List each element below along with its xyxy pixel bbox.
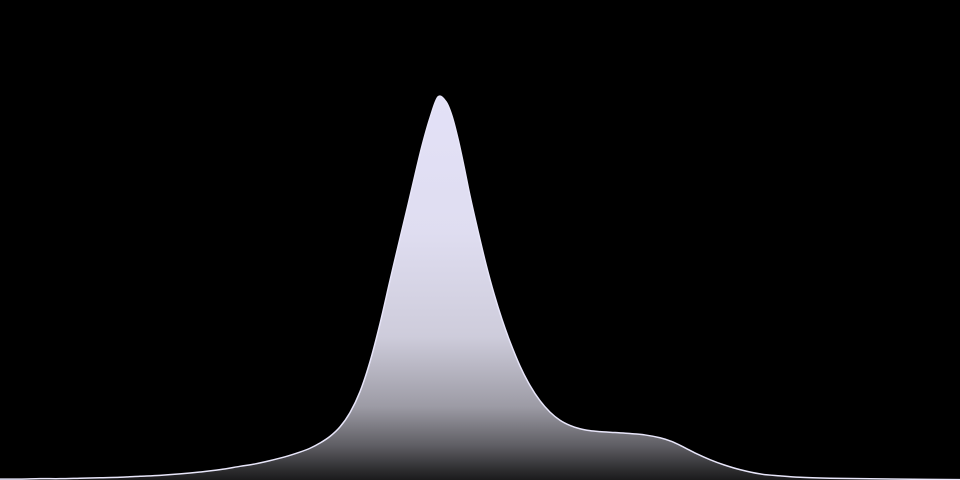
density-curve-line [0, 95, 960, 480]
density-area-fill [0, 96, 960, 480]
